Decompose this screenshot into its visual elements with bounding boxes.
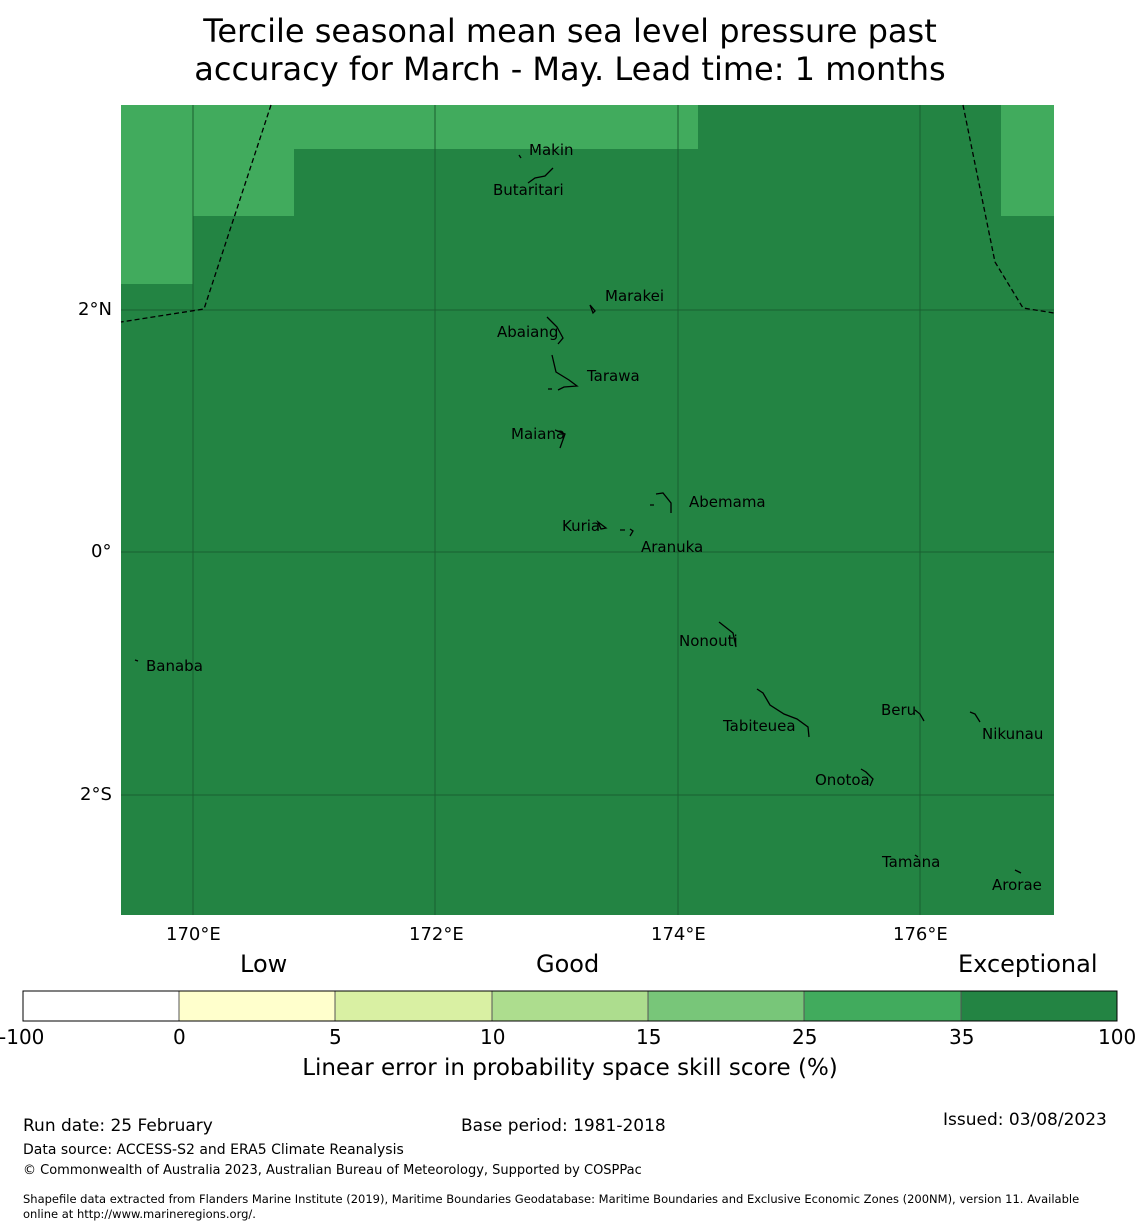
colorbar-frame <box>22 990 1118 1022</box>
tarawa-island <box>548 354 579 391</box>
makin-island <box>518 154 522 159</box>
colorbar-tick-label: -100 <box>0 1025 45 1049</box>
map-area <box>121 105 1054 915</box>
colorbar-tick-label: 35 <box>949 1025 975 1049</box>
colorbar-tick-label: 25 <box>792 1025 818 1049</box>
butaritari-island <box>527 167 554 184</box>
colorbar-segment <box>335 991 492 1021</box>
place-label: Nikunau <box>982 725 1043 743</box>
colorbar-tick-label: 0 <box>173 1025 186 1049</box>
colorbar <box>22 990 1118 1022</box>
high-skill-region <box>121 105 1054 284</box>
marakei-island <box>589 304 596 315</box>
place-label: Onotoa <box>815 771 870 789</box>
latitude-label: 2°S <box>80 784 112 805</box>
legend-category-good: Good <box>536 950 600 978</box>
beru-island <box>914 709 925 722</box>
shapefile-credit-line-2: online at http://www.marineregions.org/. <box>23 1207 256 1221</box>
place-label: Butaritari <box>493 181 564 199</box>
kuria-island <box>596 520 608 530</box>
tabiteuea-island <box>756 688 810 738</box>
longitude-label: 170°E <box>166 924 221 945</box>
place-label: Nonouti <box>679 632 738 650</box>
tamana-island <box>914 854 919 858</box>
colorbar-segment <box>961 991 1117 1021</box>
data-source: Data source: ACCESS-S2 and ERA5 Climate … <box>23 1142 404 1158</box>
legend-category-exceptional: Exceptional <box>958 950 1098 978</box>
colorbar-tick-label: 100 <box>1098 1025 1137 1049</box>
colorbar-segment <box>492 991 648 1021</box>
maiana-island <box>554 429 566 449</box>
place-label: Aranuka <box>641 538 703 556</box>
copyright-notice: © Commonwealth of Australia 2023, Austra… <box>23 1163 642 1178</box>
place-label: Abaiang <box>497 323 558 341</box>
colorbar-axis-label: Linear error in probability space skill … <box>302 1055 838 1081</box>
place-label: Arorae <box>992 876 1042 894</box>
abaiang-island <box>546 316 564 345</box>
map-title-line-1: Tercile seasonal mean sea level pressure… <box>203 12 937 50</box>
colorbar-tick-label: 10 <box>480 1025 506 1049</box>
place-label: Kuria <box>562 517 600 535</box>
place-label: Beru <box>881 701 916 719</box>
colorbar-segment <box>804 991 961 1021</box>
abemama-island <box>650 492 672 513</box>
colorbar-segment <box>179 991 335 1021</box>
colorbar-segment <box>23 991 179 1021</box>
banaba-island <box>134 659 139 662</box>
island-outlines <box>134 154 1022 874</box>
eez-boundary <box>120 104 1055 323</box>
colorbar-segment <box>648 991 804 1021</box>
latitude-label: 0° <box>91 541 112 562</box>
legend-category-low: Low <box>240 950 288 978</box>
place-label: Maiana <box>511 425 565 443</box>
base-period: Base period: 1981-2018 <box>461 1116 666 1136</box>
nonouti-island <box>718 621 737 648</box>
nikunau-island <box>969 711 981 723</box>
place-label: Tarawa <box>586 367 640 385</box>
run-date: Run date: 25 February <box>23 1116 213 1136</box>
graticule <box>121 105 1054 915</box>
place-label: Makin <box>529 141 574 159</box>
onotoa-island <box>860 768 874 787</box>
place-label: Banaba <box>146 657 203 675</box>
place-label: Abemama <box>689 493 766 511</box>
shapefile-credit-line-1: Shapefile data extracted from Flanders M… <box>23 1192 1080 1206</box>
colorbar-tick-label: 15 <box>636 1025 662 1049</box>
place-label: Tabiteuea <box>722 717 796 735</box>
colorbar-tick-label: 5 <box>329 1025 342 1049</box>
latitude-label: 2°N <box>78 299 112 320</box>
longitude-label: 172°E <box>409 924 464 945</box>
longitude-label: 174°E <box>651 924 706 945</box>
map-title-line-2: accuracy for March - May. Lead time: 1 m… <box>194 50 946 88</box>
aranuka-island <box>620 528 634 537</box>
issued-date: Issued: 03/08/2023 <box>943 1110 1107 1130</box>
place-label: Tamana <box>881 853 940 871</box>
place-label: Marakei <box>605 287 664 305</box>
arorae-island <box>1014 869 1022 874</box>
longitude-label: 176°E <box>893 924 948 945</box>
